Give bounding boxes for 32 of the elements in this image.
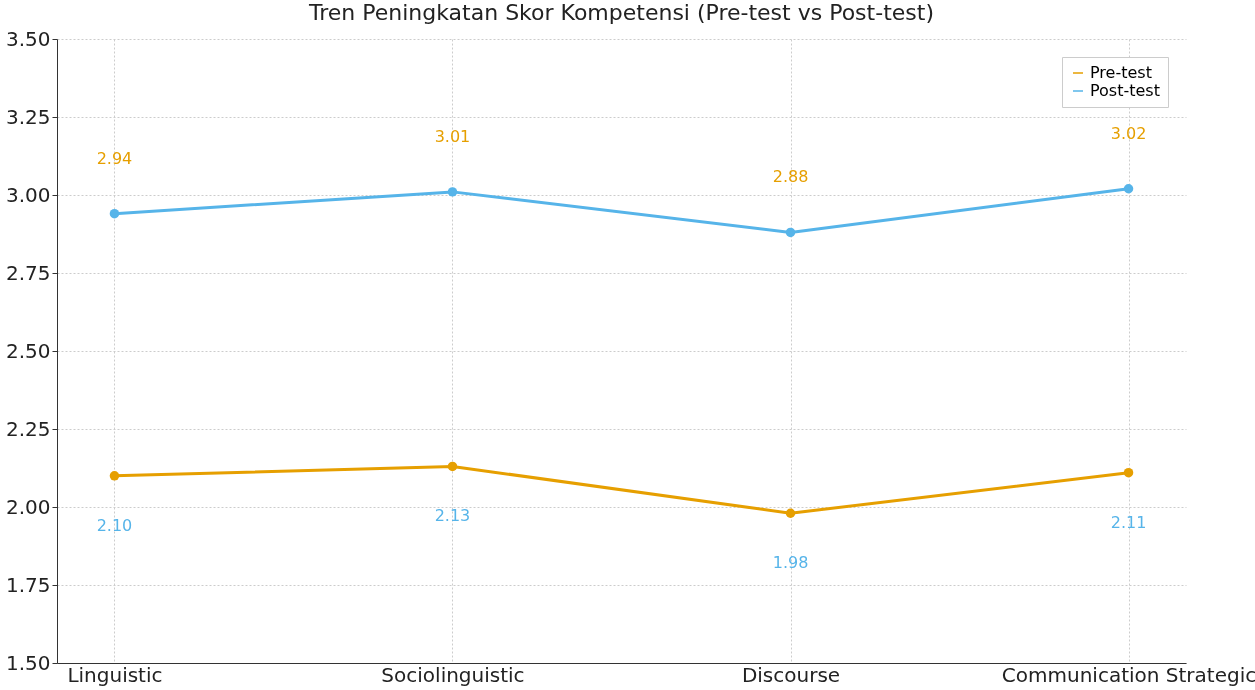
point — [1123, 184, 1134, 194]
point — [109, 471, 120, 481]
y-tick-label: 3.25 — [5, 104, 51, 129]
point — [785, 508, 796, 518]
point — [785, 227, 796, 238]
y-tick-label: 3.00 — [5, 182, 51, 207]
data-label: 2.11 — [1110, 512, 1147, 532]
legend-label: Pre-test — [1090, 63, 1152, 82]
data-label: 2.88 — [772, 167, 809, 187]
data-label: 3.01 — [434, 126, 471, 146]
data-label: 2.94 — [96, 148, 133, 168]
data-label: 2.13 — [434, 506, 471, 526]
y-tick-label: 2.00 — [5, 494, 51, 519]
y-tick-label: 2.75 — [5, 260, 51, 285]
data-label: 1.98 — [772, 553, 809, 573]
x-tick-label: Linguistic — [67, 662, 163, 687]
y-tick-label: 2.50 — [5, 338, 51, 363]
data-label: 3.02 — [1110, 123, 1147, 143]
x-tick-label: Sociolinguistic — [381, 662, 525, 687]
y-tick-label: 1.75 — [5, 572, 51, 597]
x-tick-label: Discourse — [741, 662, 841, 687]
y-tick-label: 1.50 — [5, 650, 51, 675]
data-label: 2.10 — [96, 515, 133, 535]
chart-title: Tren Peningkatan Skor Kompetensi (Pre-test vs Post-test) — [308, 0, 934, 25]
point — [1123, 467, 1134, 478]
legend-label: Post-test — [1090, 81, 1160, 100]
y-tick-label: 3.50 — [5, 26, 51, 51]
y-tick-label: 2.25 — [5, 416, 51, 441]
point — [447, 461, 458, 472]
point — [109, 208, 120, 219]
x-tick-label: Communication Strategic — [1001, 662, 1255, 687]
point — [447, 187, 458, 197]
